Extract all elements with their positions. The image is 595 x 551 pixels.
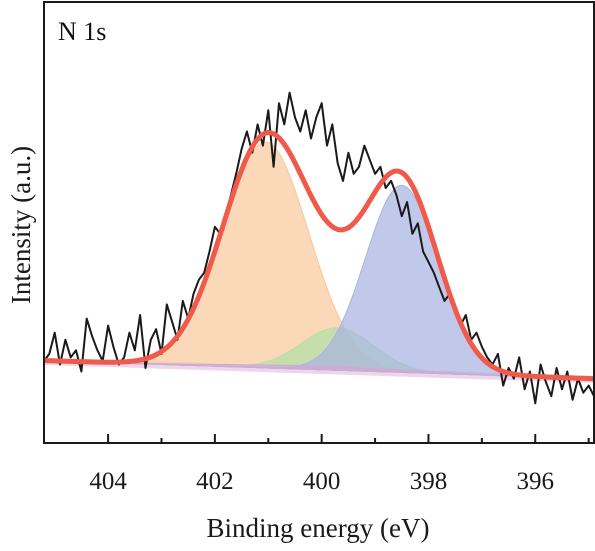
- x-tick-label: 398: [410, 468, 448, 495]
- fit-envelope: [44, 130, 594, 382]
- x-axis-ticks: 404 402 400 398 396: [89, 434, 590, 495]
- y-axis-title: Intensity (a.u.): [6, 146, 36, 304]
- plot-frame: [43, 1, 595, 444]
- x-axis-title: Binding energy (eV): [207, 513, 430, 543]
- envelope-line: [44, 130, 594, 382]
- x-tick-label: 404: [89, 468, 127, 495]
- x-tick-label: 402: [196, 468, 234, 495]
- raw-data-line: [44, 91, 594, 405]
- x-tick-label: 400: [303, 468, 341, 495]
- raw-spectrum: [44, 91, 594, 405]
- panel-label: N 1s: [58, 17, 106, 46]
- fitted-components: [44, 141, 594, 383]
- component-peak-4: [44, 359, 594, 380]
- x-tick-label: 396: [517, 468, 555, 495]
